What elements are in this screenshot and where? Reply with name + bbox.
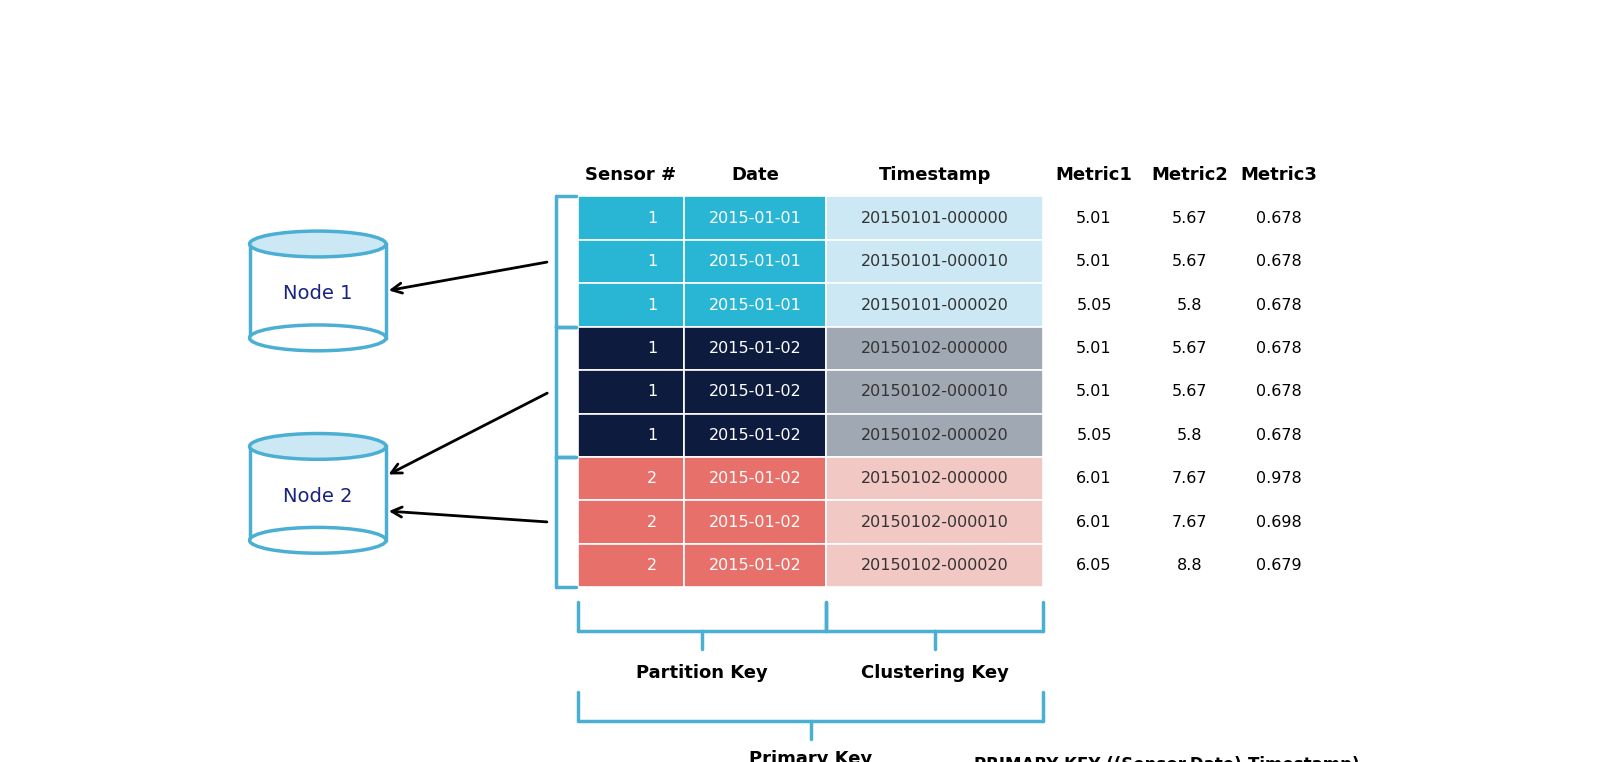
Text: 20150101-000020: 20150101-000020 — [861, 297, 1008, 312]
Text: Node 1: Node 1 — [283, 284, 352, 303]
Text: 2: 2 — [646, 471, 658, 486]
Bar — [826, 544, 1043, 588]
Ellipse shape — [250, 434, 386, 459]
Text: 0.678: 0.678 — [1256, 210, 1302, 226]
Ellipse shape — [250, 231, 386, 257]
Text: 2015-01-02: 2015-01-02 — [709, 427, 802, 443]
Text: Metric1: Metric1 — [1056, 166, 1133, 184]
Text: 2015-01-02: 2015-01-02 — [709, 558, 802, 573]
Text: 5.01: 5.01 — [1077, 384, 1112, 399]
Text: 1: 1 — [646, 210, 658, 226]
Bar — [683, 501, 826, 544]
Text: 5.67: 5.67 — [1171, 254, 1208, 269]
Bar — [683, 283, 826, 327]
Text: 20150101-000000: 20150101-000000 — [861, 210, 1008, 226]
Bar — [683, 414, 826, 457]
Bar — [250, 244, 386, 338]
Text: 1: 1 — [646, 384, 658, 399]
Bar — [826, 240, 1043, 283]
Text: 2015-01-01: 2015-01-01 — [709, 297, 802, 312]
Text: Sensor #: Sensor # — [586, 166, 677, 184]
Text: 6.01: 6.01 — [1077, 471, 1112, 486]
Text: 2015-01-01: 2015-01-01 — [709, 254, 802, 269]
Bar — [683, 370, 826, 414]
Bar — [578, 197, 683, 240]
Text: 20150102-000010: 20150102-000010 — [861, 514, 1008, 530]
Text: 1: 1 — [646, 341, 658, 356]
Text: 5.67: 5.67 — [1171, 384, 1208, 399]
Bar — [578, 283, 683, 327]
Bar — [826, 457, 1043, 501]
Text: 0.678: 0.678 — [1256, 384, 1302, 399]
Text: 0.978: 0.978 — [1256, 471, 1302, 486]
Text: 2015-01-02: 2015-01-02 — [709, 471, 802, 486]
Text: Date: Date — [731, 166, 779, 184]
Bar — [826, 283, 1043, 327]
Bar — [578, 457, 683, 501]
Text: 5.8: 5.8 — [1176, 297, 1202, 312]
Bar — [826, 501, 1043, 544]
Text: Metric2: Metric2 — [1150, 166, 1227, 184]
Bar — [683, 327, 826, 370]
Text: 2015-01-02: 2015-01-02 — [709, 514, 802, 530]
Text: 0.678: 0.678 — [1256, 341, 1302, 356]
Text: 20150102-000020: 20150102-000020 — [861, 427, 1008, 443]
Bar — [578, 414, 683, 457]
Text: 20150102-000000: 20150102-000000 — [861, 341, 1008, 356]
Text: Primary Key: Primary Key — [749, 751, 872, 762]
Bar — [826, 370, 1043, 414]
Text: Metric3: Metric3 — [1240, 166, 1317, 184]
Text: Timestamp: Timestamp — [878, 166, 990, 184]
Text: 5.8: 5.8 — [1176, 427, 1202, 443]
Text: 2: 2 — [646, 558, 658, 573]
Text: 0.678: 0.678 — [1256, 254, 1302, 269]
Text: 7.67: 7.67 — [1171, 471, 1208, 486]
Ellipse shape — [250, 325, 386, 351]
Text: 0.679: 0.679 — [1256, 558, 1302, 573]
Text: 7.67: 7.67 — [1171, 514, 1208, 530]
Text: 20150102-000000: 20150102-000000 — [861, 471, 1008, 486]
Bar — [683, 457, 826, 501]
Text: PRIMARY KEY ((Sensor,Date),Timestamp): PRIMARY KEY ((Sensor,Date),Timestamp) — [974, 756, 1360, 762]
Bar — [683, 544, 826, 588]
Bar — [578, 501, 683, 544]
Text: 0.678: 0.678 — [1256, 297, 1302, 312]
Bar — [578, 327, 683, 370]
Bar — [250, 447, 386, 540]
Text: 0.698: 0.698 — [1256, 514, 1302, 530]
Bar — [826, 197, 1043, 240]
Text: 2015-01-02: 2015-01-02 — [709, 341, 802, 356]
Text: 0.678: 0.678 — [1256, 427, 1302, 443]
Text: 20150102-000010: 20150102-000010 — [861, 384, 1008, 399]
Text: 5.01: 5.01 — [1077, 210, 1112, 226]
Bar — [683, 240, 826, 283]
Bar — [578, 370, 683, 414]
Ellipse shape — [250, 527, 386, 553]
Text: 20150101-000010: 20150101-000010 — [861, 254, 1008, 269]
Bar — [578, 544, 683, 588]
Text: 5.67: 5.67 — [1171, 210, 1208, 226]
Text: 20150102-000020: 20150102-000020 — [861, 558, 1008, 573]
Bar — [826, 414, 1043, 457]
Text: 6.05: 6.05 — [1077, 558, 1112, 573]
Text: 6.01: 6.01 — [1077, 514, 1112, 530]
Text: 2015-01-01: 2015-01-01 — [709, 210, 802, 226]
Text: 5.05: 5.05 — [1077, 427, 1112, 443]
Text: 8.8: 8.8 — [1176, 558, 1202, 573]
Text: Partition Key: Partition Key — [637, 664, 768, 681]
Text: 2: 2 — [646, 514, 658, 530]
Text: Clustering Key: Clustering Key — [861, 664, 1008, 681]
Text: 5.01: 5.01 — [1077, 254, 1112, 269]
Text: 5.67: 5.67 — [1171, 341, 1208, 356]
Bar — [683, 197, 826, 240]
Bar — [826, 327, 1043, 370]
Text: 2015-01-02: 2015-01-02 — [709, 384, 802, 399]
Text: Node 2: Node 2 — [283, 487, 352, 506]
Text: 5.05: 5.05 — [1077, 297, 1112, 312]
Text: 5.01: 5.01 — [1077, 341, 1112, 356]
Text: 1: 1 — [646, 427, 658, 443]
Text: 1: 1 — [646, 254, 658, 269]
Text: 1: 1 — [646, 297, 658, 312]
Bar — [578, 240, 683, 283]
